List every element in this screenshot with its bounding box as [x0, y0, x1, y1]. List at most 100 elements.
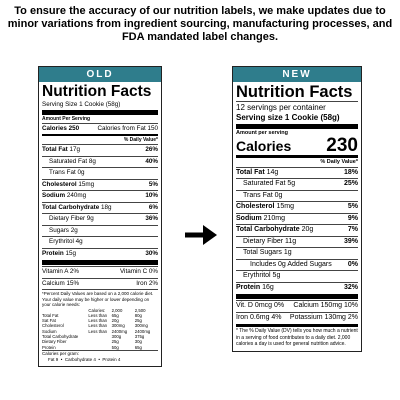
- nutrient-row: Sodium 210mg 9%: [236, 212, 358, 225]
- nutrient-row: Erythritol 4g: [42, 236, 158, 248]
- nutrient-row: Saturated Fat 5g 25%: [236, 178, 358, 190]
- vitamin: Potassium 130mg 2%: [289, 313, 358, 321]
- vitamin-row: Calcium 15% Iron 2%: [42, 277, 158, 290]
- nutrient-name: Protein: [236, 283, 261, 291]
- nutrient: Saturated Fat 8g: [49, 157, 96, 168]
- nutrient-row: Total Fat 17g 26%: [42, 144, 158, 156]
- daily-value: 5%: [347, 203, 358, 210]
- dv-header: % Daily Value*: [236, 154, 358, 167]
- nutrient: Total Sugars 1g: [243, 248, 292, 259]
- nutrient-name: Sodium: [42, 192, 66, 199]
- header: To ensure the accuracy of our nutrition …: [7, 5, 393, 43]
- vitamin-row: Vitamin A 2% Vitamin C 0%: [42, 266, 158, 278]
- footnote: * The % Daily Value (DV) tells you how m…: [236, 328, 358, 347]
- nutrient-row: Erythritol 5g: [236, 270, 358, 282]
- amount-per-serving: Amount per serving: [236, 129, 288, 136]
- table-cell: 375g: [134, 333, 145, 339]
- table-cell: 20g: [111, 318, 119, 324]
- nutrient-amount: 15mg: [276, 203, 294, 210]
- servings: 12 servings per container: [236, 100, 358, 113]
- new-label: NEW Nutrition Facts 12 servings per contai…: [232, 66, 362, 352]
- title: Nutrition Facts: [42, 83, 152, 100]
- calories-row: Calories 250 Calories from Fat 150: [42, 122, 158, 135]
- table-cell: 30g: [134, 339, 142, 345]
- daily-value: 7%: [347, 226, 358, 233]
- daily-value: 30%: [145, 249, 158, 257]
- bar: [236, 123, 358, 129]
- calories-value: 230: [326, 134, 358, 156]
- nutrient-row: Total Sugars 1g: [236, 247, 358, 259]
- title: Nutrition Facts: [236, 83, 353, 101]
- nutrient: Includes 0g Added Sugars: [250, 260, 332, 271]
- nutrient-row: Protein 15g 30%: [42, 247, 158, 260]
- table-cell: 300mg: [134, 323, 148, 329]
- amount-per-serving: Amount Per Serving: [42, 115, 91, 122]
- nutrient-row: Dietary Fiber 11g 39%: [236, 235, 358, 248]
- nutrient-row: Sugars 2g: [42, 224, 158, 237]
- nutrient-name: Total Fat: [236, 168, 265, 176]
- nutrient: Sugars 2g: [49, 226, 78, 237]
- nutrient-amount: 240mg: [66, 192, 87, 199]
- nutrient-label: Trans Fat 0g: [49, 169, 85, 176]
- vitamin: Calcium 150mg 10%: [293, 302, 358, 309]
- bar: [236, 324, 358, 327]
- nutrient: Protein 16g: [236, 283, 274, 294]
- table-cell: Sodium: [42, 328, 57, 334]
- table-cell: Less than: [88, 323, 108, 329]
- table-cell: 65g: [111, 312, 119, 318]
- nutrient: Total Carbohydrate 18g: [42, 203, 112, 214]
- bar: [236, 294, 358, 299]
- vitamin-row: Iron 0.6mg 4% Potassium 130mg 2%: [236, 311, 358, 324]
- table-header: 2,000: [111, 307, 123, 313]
- daily-value: 0%: [347, 260, 358, 268]
- vitamin: Vitamin A 2%: [42, 268, 79, 275]
- table-header: 2,500: [134, 307, 146, 313]
- nutrient-label: Total Sugars 1g: [243, 249, 292, 256]
- nutrient: Protein 15g: [42, 249, 76, 260]
- calories: Calories 250: [42, 124, 80, 132]
- footnote: *Percent Daily Values are based on a 2,0…: [42, 289, 158, 308]
- nutrient-row: Sodium 240mg 10%: [42, 190, 158, 202]
- serving: Serving Size 1 Cookie (58g): [42, 100, 121, 108]
- nutrient-label: Dietary Fiber 9g: [49, 215, 94, 222]
- nutrient: Sodium 240mg: [42, 191, 86, 202]
- nutrient-label: Sugars 2g: [49, 226, 78, 234]
- nutrient-name: Total Carbohydrate: [236, 226, 300, 233]
- table-cell: Cholesterol: [42, 323, 64, 329]
- vitamin: Iron 0.6mg 4%: [236, 313, 282, 321]
- nutrient-amount: 15mg: [78, 180, 95, 188]
- nutrient-name: Protein: [42, 249, 64, 257]
- nutrient-amount: 16g: [262, 283, 274, 291]
- nutrient: Cholesterol 15mg: [236, 202, 294, 213]
- nutrient: Trans Fat 0g: [243, 191, 282, 202]
- nutrient-label: Saturated Fat 8g: [49, 157, 96, 165]
- daily-value: 18%: [343, 168, 358, 176]
- nutrient-row: Trans Fat 0g: [42, 167, 158, 179]
- table-cell: Less than: [88, 312, 108, 318]
- daily-value: 40%: [145, 157, 158, 165]
- table-cell: 25g: [111, 339, 119, 345]
- table-cell: Less than: [88, 328, 108, 334]
- per-gram: Fat 9 • Carbohydrate 4 • Protein 4: [48, 356, 121, 362]
- nutrient-amount: 14g: [266, 168, 279, 176]
- nutrient-amount: 15g: [65, 249, 76, 257]
- nutrient-name: Cholesterol: [236, 203, 275, 210]
- bar: [42, 109, 158, 115]
- calories-row: Calories 230: [236, 134, 358, 156]
- daily-value: 36%: [145, 215, 158, 222]
- vitamin: Vit. D 0mcg 0%: [236, 302, 285, 309]
- nutrient-row: Trans Fat 0g: [236, 189, 358, 202]
- table-cell: Protein: [42, 344, 56, 350]
- nutrient-row: Cholesterol 15mg 5%: [42, 178, 158, 191]
- table-cell: Less than: [88, 318, 108, 324]
- tag: OLD: [39, 67, 161, 82]
- table-cell: Dietary Fiber: [42, 339, 67, 345]
- vitamin-row: Vit. D 0mcg 0% Calcium 150mg 10%: [236, 300, 358, 312]
- nutrient-row: Dietary Fiber 9g 36%: [42, 213, 158, 225]
- nutrient: Total Carbohydrate 20g: [236, 225, 313, 236]
- nutrient-row: Saturated Fat 8g 40%: [42, 155, 158, 168]
- nutrient: Trans Fat 0g: [49, 168, 84, 179]
- table-cell: 25g: [134, 318, 142, 324]
- daily-value: 39%: [343, 237, 358, 245]
